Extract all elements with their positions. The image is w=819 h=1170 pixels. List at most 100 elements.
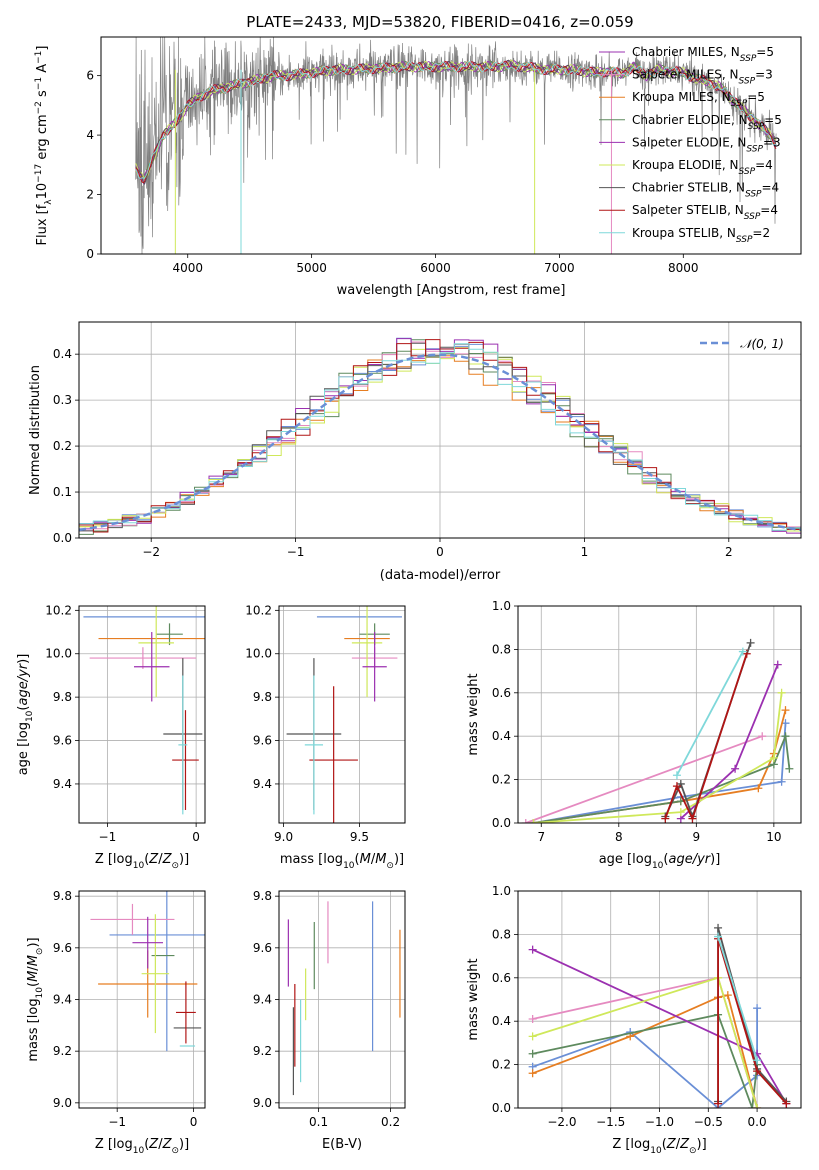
spectrum-legend-label: Salpeter MILES, NSSP=3 xyxy=(632,68,773,87)
massweight-vs-age-point-marker xyxy=(738,647,747,656)
massweight-vs-Z-ytick-label: 1.0 xyxy=(492,884,511,898)
residuals-xtick-label: 2 xyxy=(725,545,733,559)
spectrum-frame xyxy=(100,36,802,255)
age-vs-Z-ytick-label: 10.0 xyxy=(45,647,72,661)
mass-vs-EBV-ytick-label: 9.8 xyxy=(253,889,272,903)
spectrum-ytick-label: 4 xyxy=(86,128,94,142)
massweight-vs-age-series-line xyxy=(525,735,763,823)
massweight-vs-Z-ytick-label: 0.0 xyxy=(492,1101,511,1115)
mass-vs-EBV-ytick-label: 9.6 xyxy=(253,941,272,955)
massweight-vs-Z-ytick-label: 0.2 xyxy=(492,1058,511,1072)
massweight-vs-Z-xtick-label: −1.5 xyxy=(596,1115,625,1129)
massweight-vs-age-point-marker xyxy=(777,688,786,697)
age-vs-Z-ytick-label: 9.6 xyxy=(53,734,72,748)
spectrum-ytick-label: 6 xyxy=(86,69,94,83)
spectrum-ylabel: Flux [fλ10−17 erg cm−2 s−1 A−1] xyxy=(34,46,54,246)
massweight-vs-Z-point-marker xyxy=(753,1104,762,1108)
mass-vs-EBV-ytick-label: 9.0 xyxy=(253,1096,272,1110)
massweight-vs-age-point-marker xyxy=(777,777,786,786)
residuals-ytick-label: 0.0 xyxy=(53,531,72,545)
residuals-ylabel: Normed distribution xyxy=(28,365,43,495)
massweight-vs-Z-series-line xyxy=(717,938,788,1105)
mass-vs-Z-frame xyxy=(78,890,206,1109)
mass-vs-EBV-ytick-label: 9.2 xyxy=(253,1044,272,1058)
age-vs-mass-ytick-label: 9.8 xyxy=(253,690,272,704)
mass-vs-EBV-xtick-label: 0.1 xyxy=(309,1115,328,1129)
residuals-xtick-label: −2 xyxy=(142,545,160,559)
residuals-normal-curve xyxy=(78,353,802,532)
age-vs-mass-frame xyxy=(278,605,406,824)
massweight-vs-age-ytick-label: 1.0 xyxy=(492,599,511,613)
spectrum-legend-label: Chabrier ELODIE, NSSP=5 xyxy=(632,113,782,132)
massweight-vs-Z-point-marker xyxy=(753,1056,762,1065)
massweight-vs-age-point-marker xyxy=(773,660,782,669)
massweight-vs-age-frame xyxy=(517,605,802,824)
age-vs-mass-xtick-label: 9.5 xyxy=(350,830,369,844)
spectrum-xtick-label: 7000 xyxy=(544,261,575,275)
age-vs-Z-ytick-label: 10.2 xyxy=(45,603,72,617)
age-vs-mass-ytick-label: 10.2 xyxy=(245,603,272,617)
mass-vs-EBV-ytick-label: 9.4 xyxy=(253,993,272,1007)
massweight-vs-age-series-line xyxy=(664,653,748,822)
massweight-vs-Z-point-marker xyxy=(723,991,732,1000)
massweight-vs-age-point-marker xyxy=(521,819,530,823)
massweight-vs-Z-series-line xyxy=(532,1013,758,1108)
mass-vs-Z-ylabel: mass [log10(M/M⊙)] xyxy=(26,937,45,1061)
massweight-vs-Z-ytick-label: 0.6 xyxy=(492,971,511,985)
residuals-histogram xyxy=(79,343,801,532)
massweight-vs-Z-point-marker xyxy=(528,1032,537,1041)
massweight-vs-Z-ylabel: mass weight xyxy=(466,958,481,1040)
massweight-vs-Z-point-marker xyxy=(714,923,723,932)
mass-vs-Z-ytick-label: 9.2 xyxy=(53,1044,72,1058)
massweight-vs-age-point-marker xyxy=(769,753,778,762)
age-vs-Z-ylabel: age [log10(age/yr)] xyxy=(16,654,35,776)
massweight-vs-age-series-line xyxy=(533,723,787,823)
residuals-ytick-label: 0.1 xyxy=(53,485,72,499)
massweight-vs-age-point-marker xyxy=(746,638,755,647)
spectrum-series-line xyxy=(135,60,777,179)
massweight-vs-age-point-marker xyxy=(781,732,790,741)
age-vs-mass-ytick-label: 10.0 xyxy=(245,647,272,661)
massweight-vs-age-point-marker xyxy=(758,732,767,741)
spectrum-legend-label: Salpeter ELODIE, NSSP=3 xyxy=(632,135,781,154)
age-vs-mass-ytick-label: 9.6 xyxy=(253,734,272,748)
mass-vs-Z-xtick-label: −1 xyxy=(108,1115,126,1129)
spectrum-legend-label: Salpeter STELIB, NSSP=4 xyxy=(632,203,778,222)
massweight-vs-Z-point-marker xyxy=(528,945,537,954)
spectrum-legend-label: Kroupa MILES, NSSP=5 xyxy=(632,90,765,109)
age-vs-mass-xtick-label: 9.0 xyxy=(274,830,293,844)
massweight-vs-Z-point-marker xyxy=(782,1099,791,1108)
massweight-vs-Z-point-marker xyxy=(748,1104,757,1108)
residuals-ytick-label: 0.3 xyxy=(53,393,72,407)
massweight-vs-age-point-marker xyxy=(754,784,763,793)
spectrum-ytick-label: 2 xyxy=(86,188,94,202)
mass-vs-Z-ytick-label: 9.8 xyxy=(53,889,72,903)
massweight-vs-age-point-marker xyxy=(529,819,538,823)
massweight-vs-Z-series-line xyxy=(532,1008,758,1108)
spectrum-series-line xyxy=(135,59,777,185)
mass-vs-EBV-frame xyxy=(278,890,406,1109)
massweight-vs-age-ylabel: mass weight xyxy=(466,673,481,755)
spectrum-xtick-label: 5000 xyxy=(296,261,327,275)
mass-vs-Z-ytick-label: 9.0 xyxy=(53,1096,72,1110)
spectrum-xlabel: wavelength [Angstrom, rest frame] xyxy=(337,283,566,298)
massweight-vs-age-ytick-label: 0.0 xyxy=(492,816,511,830)
residuals-xtick-label: 1 xyxy=(581,545,589,559)
massweight-vs-Z-point-marker xyxy=(753,1067,762,1076)
massweight-vs-age-point-marker xyxy=(661,814,670,823)
massweight-vs-Z-point-marker xyxy=(753,1004,762,1013)
massweight-vs-Z-xtick-label: −0.5 xyxy=(694,1115,723,1129)
spectrum-legend-label: Chabrier MILES, NSSP=5 xyxy=(632,45,774,64)
residuals-xtick-label: −1 xyxy=(287,545,305,559)
massweight-vs-age-ytick-label: 0.8 xyxy=(492,642,511,656)
mass-vs-EBV-xtick-label: 0.2 xyxy=(381,1115,400,1129)
spectrum-ytick-label: 0 xyxy=(86,247,94,261)
massweight-vs-Z-xtick-label: −2.0 xyxy=(547,1115,576,1129)
massweight-vs-age-xtick-label: 9 xyxy=(693,830,701,844)
massweight-vs-age-xlabel: age [log10(age/yr)] xyxy=(599,852,721,871)
massweight-vs-age-xtick-label: 8 xyxy=(615,830,623,844)
age-vs-Z-xlabel: Z [log10(Z/Z⊙)] xyxy=(95,852,189,871)
massweight-vs-Z-xlabel: Z [log10(Z/Z⊙)] xyxy=(612,1137,706,1156)
